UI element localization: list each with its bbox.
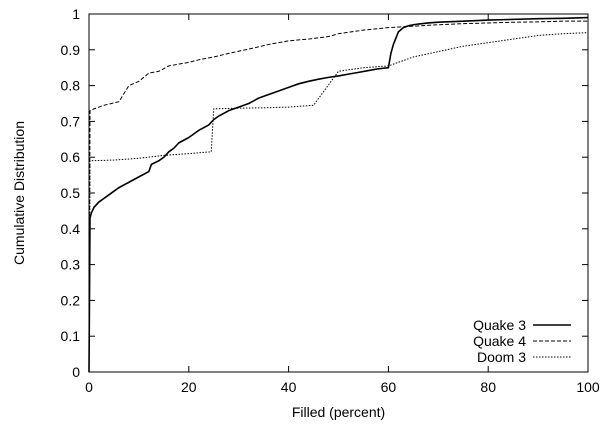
y-tick-label: 0	[72, 364, 80, 380]
series-line-doom-3	[88, 32, 589, 373]
x-tick-label: 60	[381, 379, 397, 395]
legend-label: Doom 3	[477, 349, 526, 365]
x-axis: 0 20 40 60 80 100	[85, 14, 600, 395]
y-tick-label: 0.3	[61, 257, 81, 273]
x-tick-label: 20	[181, 379, 197, 395]
y-axis-label: Cumulative Distribution	[11, 121, 27, 265]
y-tick-label: 0.1	[61, 328, 81, 344]
y-tick-label: 0.8	[61, 78, 81, 94]
legend-label: Quake 3	[473, 317, 526, 333]
x-tick-label: 40	[281, 379, 297, 395]
x-tick-label: 0	[85, 379, 93, 395]
y-tick-label: 0.4	[61, 221, 81, 237]
legend-label: Quake 4	[473, 333, 526, 349]
series-lines	[88, 16, 589, 373]
y-tick-label: 0.2	[61, 292, 81, 308]
series-line-quake-3	[88, 16, 589, 373]
y-tick-label: 0.7	[61, 113, 81, 129]
x-tick-label: 80	[480, 379, 496, 395]
y-tick-label: 0.9	[61, 42, 81, 58]
y-tick-label: 0.5	[61, 185, 81, 201]
series-line-quake-4	[88, 20, 588, 373]
y-axis: 0 0.1 0.2 0.3 0.4 0.5 0.6 0.7 0.8 0.9 1	[61, 6, 588, 380]
x-tick-label: 100	[576, 379, 600, 395]
x-axis-label: Filled (percent)	[292, 404, 385, 420]
y-tick-label: 0.6	[61, 149, 81, 165]
y-tick-label: 1	[72, 6, 80, 22]
